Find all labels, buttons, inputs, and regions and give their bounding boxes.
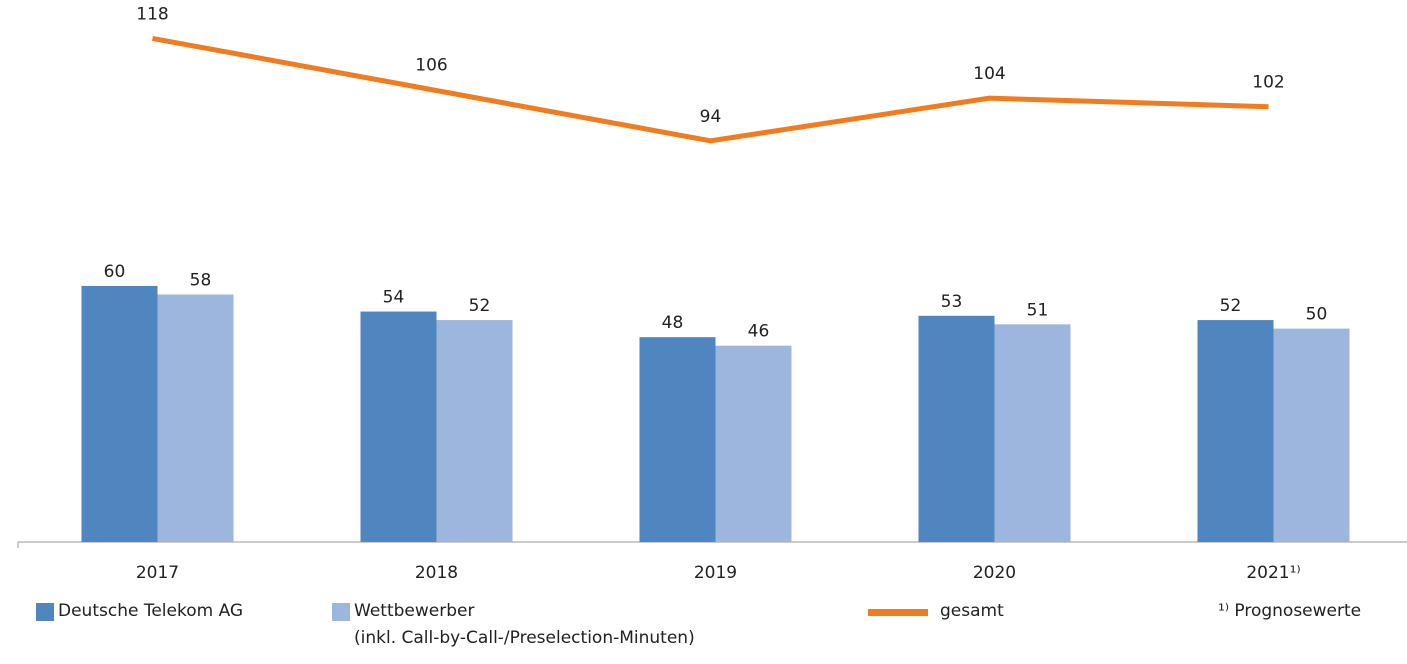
bar: [918, 315, 995, 542]
bar: [360, 311, 437, 542]
data-label: 106: [415, 56, 447, 76]
chart: 2017 60 58 2018 54 52 2019 48 46 2020 53 51 2021¹⁾ 52…: [17, 4, 1407, 583]
bar: [1197, 320, 1274, 542]
data-label: 54: [383, 288, 405, 308]
data-label: 46: [748, 322, 770, 342]
bar: [994, 324, 1071, 542]
bar: [639, 337, 716, 542]
x-tick-label: 2021¹⁾: [1246, 563, 1300, 583]
bar: [715, 345, 792, 542]
x-tick-label: 2020: [973, 563, 1016, 583]
data-label: 104: [973, 64, 1005, 84]
legend-swatch: [36, 603, 54, 621]
legend-label: gesamt: [940, 601, 1004, 621]
line: [152, 35, 1269, 144]
data-label: 60: [104, 262, 126, 282]
data-label: 58: [190, 270, 212, 290]
data-label: 48: [662, 313, 684, 333]
bar: [1273, 328, 1350, 542]
legend-swatch: [332, 603, 350, 621]
data-label: 52: [1220, 296, 1242, 316]
bar: [81, 285, 158, 542]
x-tick-label: 2017: [136, 563, 179, 583]
bar: [436, 320, 513, 542]
footnote: ¹⁾ Prognosewerte: [1218, 601, 1362, 621]
data-label: 94: [700, 107, 722, 127]
legend-label: Deutsche Telekom AG: [58, 601, 244, 621]
data-label: 50: [1306, 305, 1328, 325]
x-tick-label: 2019: [694, 563, 737, 583]
data-label: 118: [136, 4, 168, 24]
data-label: 51: [1027, 300, 1049, 320]
data-label: 102: [1252, 73, 1284, 93]
data-label: 52: [469, 296, 491, 316]
data-label: 53: [941, 292, 963, 312]
legend-label: Wettbewerber (inkl. Call-by-Call-/Presel…: [354, 601, 695, 648]
legend-swatch: [868, 609, 928, 616]
x-tick-label: 2018: [415, 563, 458, 583]
bar: [157, 294, 234, 542]
